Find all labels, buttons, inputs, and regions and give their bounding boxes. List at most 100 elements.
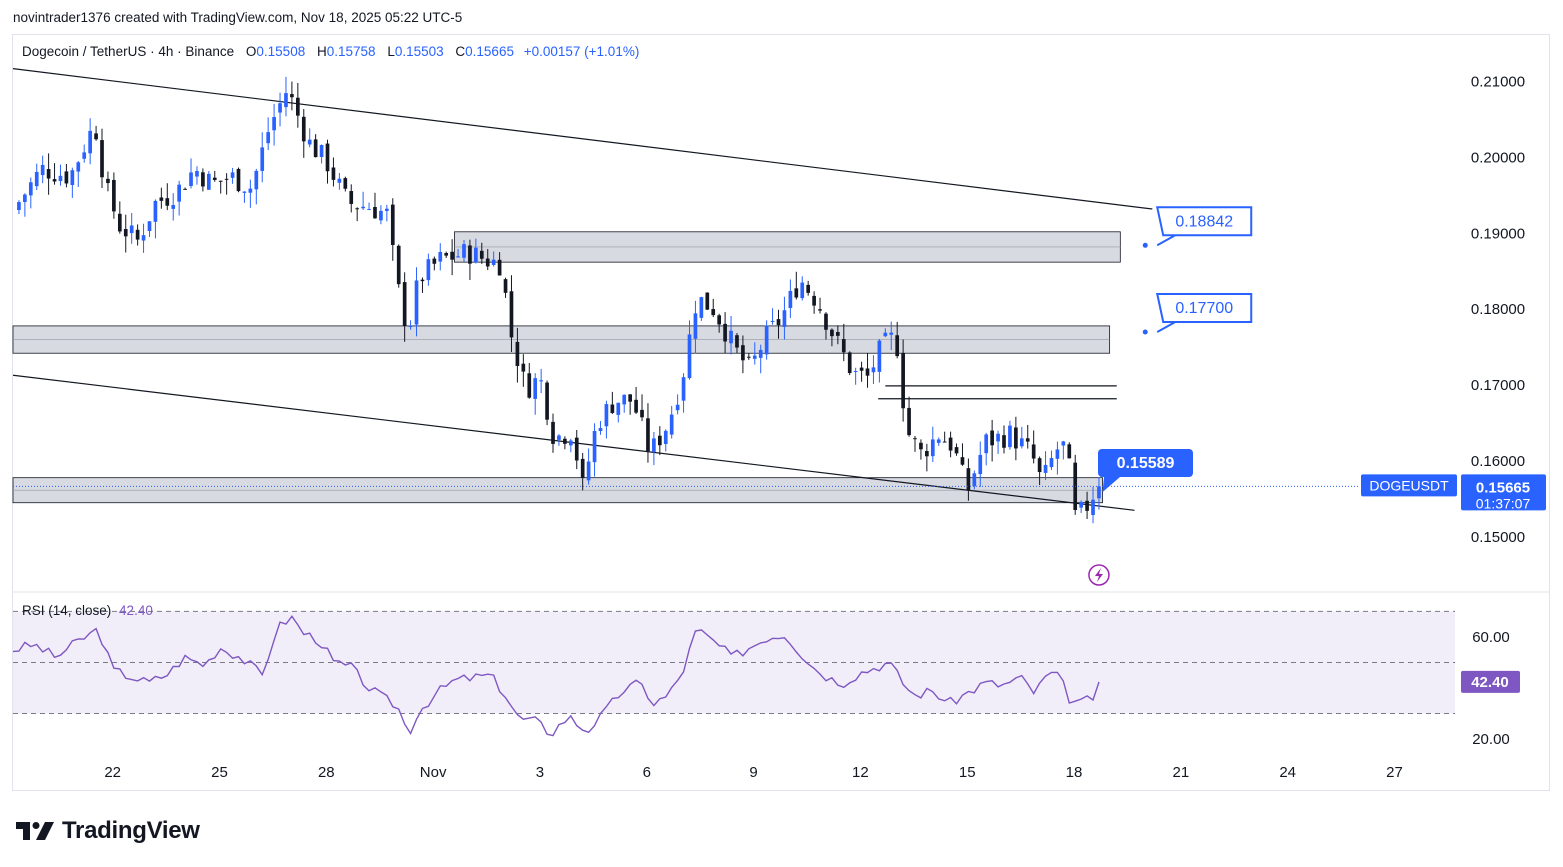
price-axis-label: 0.20000 [1471, 149, 1525, 166]
candle-body [930, 439, 935, 457]
candle-body [800, 282, 805, 299]
candle-body [996, 433, 1000, 442]
candle-body [141, 235, 146, 241]
price-axis-label: 0.18000 [1471, 301, 1525, 318]
candle-body [925, 451, 929, 457]
rsi-legend[interactable]: RSI (14, close) 42.40 [22, 603, 153, 618]
candle-body [568, 440, 573, 446]
candle-body [153, 200, 158, 222]
candle-body [474, 247, 478, 263]
candle-body [390, 204, 395, 246]
channel-lower-line [12, 374, 1135, 511]
candle-body [82, 152, 87, 159]
high-label: H [316, 44, 327, 59]
rsi-layer: 60.00 20.00 42.40 [12, 610, 1520, 748]
candle-body [373, 206, 377, 219]
candle-body [462, 244, 466, 258]
candle-body [675, 404, 680, 411]
candle-body [379, 210, 383, 221]
candle-body [76, 162, 81, 172]
candle-body [224, 178, 229, 180]
candle-body [883, 332, 888, 337]
candle-body [1014, 427, 1018, 449]
candle-body [598, 428, 603, 432]
candle-body [147, 221, 152, 232]
candle-body [966, 468, 971, 491]
candle-body [432, 258, 437, 264]
price-axis-label: 0.21000 [1471, 74, 1525, 91]
candle-body [34, 171, 39, 187]
candle-body [58, 175, 63, 182]
candle-body [278, 103, 282, 113]
candle-body [901, 352, 905, 409]
candle-body [788, 290, 793, 308]
candle-body [408, 325, 413, 328]
low-label: L [387, 44, 395, 59]
candle-body [313, 139, 318, 158]
candle-body [485, 258, 490, 267]
current-price-tag: 0.15665 [1476, 479, 1530, 496]
candle-body [301, 116, 306, 142]
candle-body [669, 414, 674, 435]
candle-body [1008, 425, 1012, 448]
candle-body [557, 435, 561, 440]
candle-body [693, 313, 698, 339]
callout-box [1098, 449, 1193, 477]
candle-body [640, 409, 644, 418]
candle-body [1043, 464, 1048, 473]
candle-body [331, 167, 336, 180]
candle-body [634, 399, 638, 413]
candle-body [586, 461, 591, 481]
rsi-axis-label: 20.00 [1472, 731, 1510, 748]
candle-body [438, 251, 443, 262]
candle-body [1019, 438, 1024, 447]
candle-body [64, 171, 69, 184]
candle-body [919, 442, 923, 450]
time-axis-label: 25 [211, 764, 228, 781]
candle-body [23, 194, 27, 203]
close-value: 0.15665 [465, 44, 514, 59]
time-axis-label: 9 [749, 764, 757, 781]
candle-body [663, 430, 668, 445]
candle-body [195, 170, 199, 177]
candle-body [628, 394, 632, 402]
candle-body [1061, 441, 1066, 446]
callout-anchor [1142, 329, 1148, 335]
candle-body [729, 330, 733, 344]
candle-body [913, 438, 917, 440]
candle-body [752, 355, 757, 359]
brand-name: TradingView [62, 817, 200, 844]
candle-body [479, 250, 484, 259]
trendlines-layer [12, 68, 1153, 511]
candle-body [907, 407, 911, 436]
candle-body [539, 380, 543, 382]
time-axis-label: 12 [852, 764, 869, 781]
candle-body [266, 132, 271, 144]
candle-body [106, 178, 110, 184]
candle-body [497, 259, 502, 276]
axes-layer: 0.21000 0.20000 0.19000 0.18000 0.17000 0.160… [12, 74, 1550, 781]
time-axis-label: 24 [1279, 764, 1296, 781]
rsi-axis-label: 60.00 [1472, 629, 1510, 646]
zones-layer [12, 231, 1121, 504]
candle-body [355, 208, 360, 210]
candle-body [414, 280, 419, 325]
candle-body [70, 170, 75, 185]
candle-body [295, 97, 300, 116]
attribution-text: novintrader1376 created with TradingView… [13, 10, 463, 25]
candle-body [248, 188, 253, 193]
candle-body [468, 245, 472, 264]
candle-body [212, 177, 217, 180]
candle-body [1067, 444, 1072, 459]
open-value: 0.15508 [256, 44, 306, 59]
candle-body [112, 179, 116, 212]
symbol-legend[interactable]: Dogecoin / TetherUS · 4h · Binance O0.15… [22, 44, 639, 59]
tradingview-logo[interactable]: TradingView [16, 817, 200, 845]
close-label: C [455, 44, 466, 59]
price-axis-label: 0.17000 [1471, 377, 1525, 394]
candle-body [871, 367, 876, 373]
price-axis-label: 0.16000 [1471, 453, 1525, 470]
candle-body [260, 147, 265, 171]
rsi-legend-value: 42.40 [119, 603, 153, 618]
